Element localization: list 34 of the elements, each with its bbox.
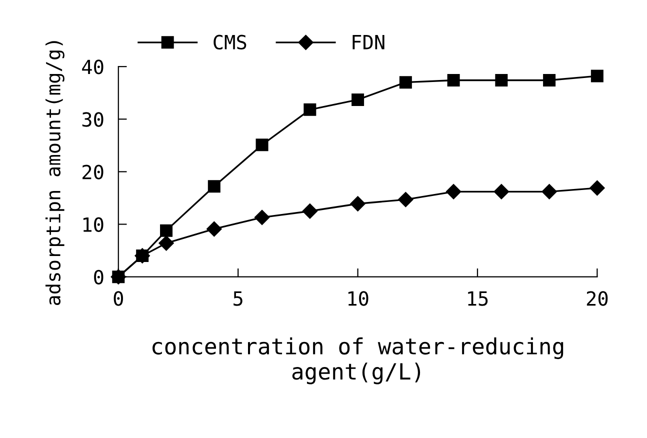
- point: [398, 192, 414, 208]
- point: [208, 180, 220, 193]
- x-tick-label: 5: [234, 291, 242, 306]
- x-tick-label: 10: [348, 291, 368, 306]
- point: [447, 74, 460, 86]
- point: [542, 184, 557, 200]
- point: [543, 74, 556, 86]
- point: [206, 221, 222, 237]
- y-tick-label: 40: [82, 60, 104, 74]
- x-axis-title: concentration of water-reducing agent(g/L): [152, 337, 564, 384]
- point: [399, 76, 412, 89]
- point: [254, 210, 270, 225]
- point: [590, 70, 604, 82]
- point: [256, 138, 268, 152]
- point: [304, 103, 316, 116]
- legend-label: FDN: [352, 35, 384, 50]
- point: [350, 196, 366, 212]
- y-tick-label: 10: [83, 217, 104, 232]
- x-tick-label: 0: [114, 291, 123, 306]
- y-tick-label: 30: [82, 112, 104, 127]
- y-tick-label: 20: [82, 164, 104, 180]
- point: [160, 224, 173, 237]
- point: [590, 180, 605, 196]
- y-tick-label: 0: [94, 270, 104, 285]
- point: [494, 184, 509, 200]
- x-tick-label: 20: [586, 291, 608, 306]
- y-axis-title: adsorptipn amount(mg/g): [45, 41, 64, 306]
- point: [446, 184, 462, 200]
- point: [352, 93, 364, 106]
- point: [495, 74, 508, 86]
- point: [302, 204, 318, 219]
- x-tick-label: 15: [468, 291, 488, 306]
- point: [158, 236, 174, 251]
- legend-label: CMS: [214, 34, 246, 50]
